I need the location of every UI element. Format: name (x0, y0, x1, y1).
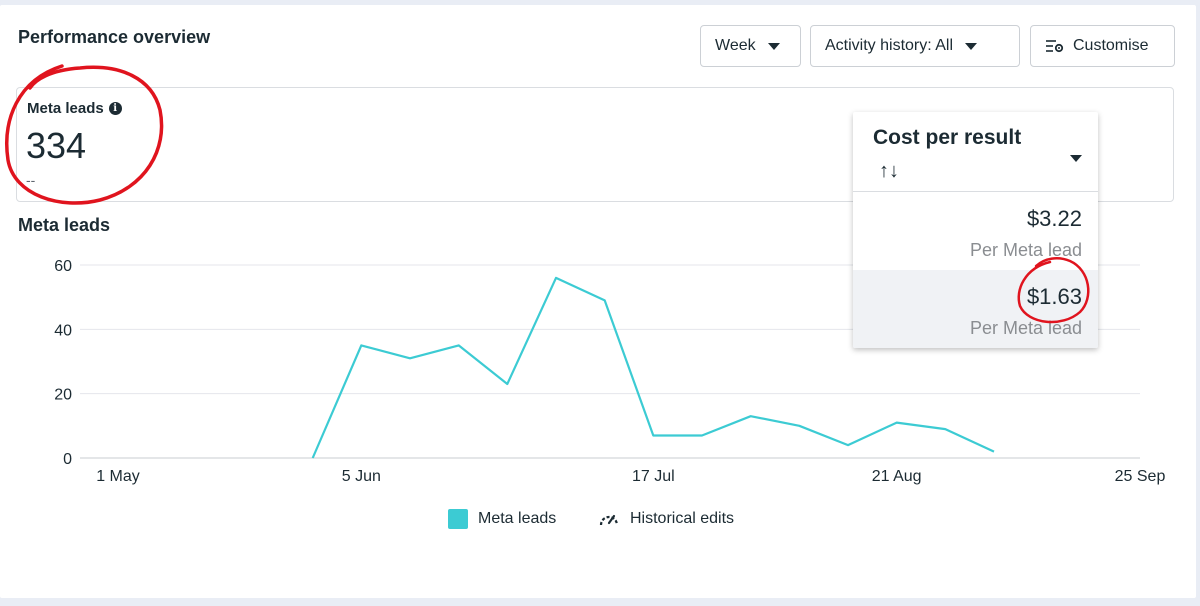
data-point[interactable] (698, 431, 706, 439)
legend-label: Historical edits (630, 510, 735, 527)
activity-history-dropdown[interactable]: Activity history: All (810, 25, 1020, 67)
data-point[interactable] (601, 296, 609, 304)
data-point[interactable] (844, 441, 852, 449)
customise-icon (1046, 40, 1064, 53)
data-point[interactable] (406, 354, 414, 362)
data-point[interactable] (990, 448, 998, 456)
legend-item-historical-edits[interactable]: Historical edits (598, 509, 734, 529)
legend-label: Meta leads (478, 510, 557, 527)
week-label: Week (715, 37, 756, 54)
x-tick-label: 21 Aug (872, 468, 922, 485)
sort-icon[interactable]: ↑↓ (879, 160, 899, 182)
series-line-meta-leads (311, 276, 995, 459)
chart-title: Meta leads (18, 215, 111, 235)
option-price: $3.22 (1026, 206, 1082, 231)
dropdown-option-selected[interactable]: $1.63 Per Meta lead (853, 270, 1098, 348)
x-tick-label: 17 Jul (632, 468, 675, 485)
activity-history-label: Activity history: All (825, 37, 954, 54)
cost-per-result-dropdown[interactable]: Cost per result ↑↓ $3.22 Per Meta lead $… (853, 112, 1098, 348)
option-unit: Per Meta lead (969, 240, 1082, 260)
data-point[interactable] (893, 419, 901, 427)
data-point[interactable] (552, 274, 560, 282)
y-tick-label: 40 (54, 322, 72, 339)
data-point[interactable] (309, 454, 317, 462)
data-point[interactable] (455, 341, 463, 349)
x-tick-label: 1 May (96, 468, 140, 485)
caret-down-icon (965, 42, 978, 50)
page-title: Performance overview (18, 27, 211, 47)
legend-item-meta-leads[interactable]: Meta leads (448, 509, 556, 529)
option-price: $1.63 (1026, 284, 1082, 309)
data-point[interactable] (649, 431, 657, 439)
data-point[interactable] (503, 380, 511, 388)
y-tick-label: 20 (54, 387, 72, 404)
caret-down-icon (767, 42, 780, 50)
week-dropdown[interactable]: Week (700, 25, 801, 67)
data-point[interactable] (357, 341, 365, 349)
x-tick-label: 25 Sep (1115, 468, 1166, 485)
y-tick-label: 60 (54, 258, 72, 275)
dropdown-header[interactable]: Cost per result ↑↓ (853, 112, 1098, 192)
dropdown-title: Cost per result (873, 126, 1022, 149)
gauge-icon (599, 514, 619, 526)
data-point[interactable] (795, 422, 803, 430)
option-unit: Per Meta lead (969, 318, 1082, 338)
x-tick-label: 5 Jun (342, 468, 381, 485)
caret-down-icon (1070, 155, 1082, 162)
data-point[interactable] (941, 425, 949, 433)
customise-label: Customise (1073, 37, 1149, 54)
dropdown-option[interactable]: $3.22 Per Meta lead (853, 192, 1098, 270)
customise-button[interactable]: Customise (1030, 25, 1175, 67)
data-point[interactable] (747, 412, 755, 420)
y-tick-label: 0 (63, 451, 72, 468)
legend-swatch (448, 509, 468, 529)
